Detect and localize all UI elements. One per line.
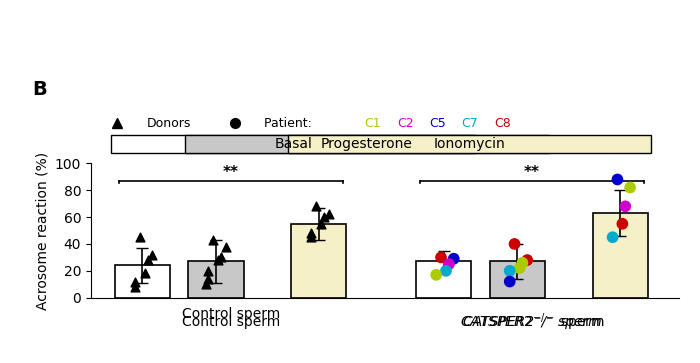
Point <box>203 276 214 282</box>
Text: Progesterone: Progesterone <box>321 137 412 151</box>
Point <box>607 234 618 240</box>
Text: C5: C5 <box>429 117 446 130</box>
Point <box>213 257 224 263</box>
Text: $\it{CATSPER2}^{-/-}$ sperm: $\it{CATSPER2}^{-/-}$ sperm <box>459 311 605 333</box>
Point <box>612 176 623 182</box>
Point <box>620 203 631 209</box>
Point <box>147 252 158 258</box>
Point <box>216 254 227 260</box>
Text: C7: C7 <box>461 117 478 130</box>
FancyBboxPatch shape <box>185 135 549 152</box>
Text: C8: C8 <box>494 117 510 130</box>
Point <box>318 214 330 220</box>
Bar <box>490 261 545 298</box>
Point <box>504 279 515 285</box>
FancyBboxPatch shape <box>288 135 652 152</box>
Point <box>201 281 212 287</box>
Y-axis label: Acrosome reaction (%): Acrosome reaction (%) <box>35 151 49 310</box>
Point <box>203 268 214 274</box>
Text: Patient:: Patient: <box>265 117 316 130</box>
Point <box>514 265 525 271</box>
FancyBboxPatch shape <box>111 135 475 152</box>
Point <box>306 230 317 236</box>
Point <box>448 256 459 262</box>
Point <box>208 237 219 243</box>
Text: Ionomycin: Ionomycin <box>434 137 505 151</box>
Point <box>443 261 454 267</box>
Text: **: ** <box>524 165 540 180</box>
Point <box>311 203 322 209</box>
Point <box>617 221 628 227</box>
Point <box>130 279 141 285</box>
Point <box>220 244 232 249</box>
Point <box>509 241 520 247</box>
Point <box>504 268 515 274</box>
Bar <box>188 261 244 298</box>
Text: B: B <box>32 80 47 99</box>
Point <box>316 221 327 227</box>
Text: Control sperm: Control sperm <box>181 315 280 329</box>
Bar <box>115 265 170 298</box>
Text: **: ** <box>223 165 239 180</box>
Point <box>130 284 141 290</box>
Point <box>624 185 636 191</box>
Point <box>522 257 533 263</box>
Point <box>435 254 447 260</box>
Bar <box>291 224 346 298</box>
Bar <box>416 261 471 298</box>
Bar <box>593 213 648 298</box>
Point <box>139 270 150 276</box>
Point <box>323 212 335 217</box>
Point <box>134 234 146 240</box>
Text: C1: C1 <box>365 117 381 130</box>
Text: C2: C2 <box>397 117 414 130</box>
Point <box>430 272 442 278</box>
Point <box>306 234 317 240</box>
Point <box>142 257 153 263</box>
Point <box>440 268 452 274</box>
Text: Basal: Basal <box>274 137 312 151</box>
Text: CATSPER2⁻/⁻ sperm: CATSPER2⁻/⁻ sperm <box>463 315 601 329</box>
Text: Donors: Donors <box>147 117 191 130</box>
Point <box>517 260 528 266</box>
